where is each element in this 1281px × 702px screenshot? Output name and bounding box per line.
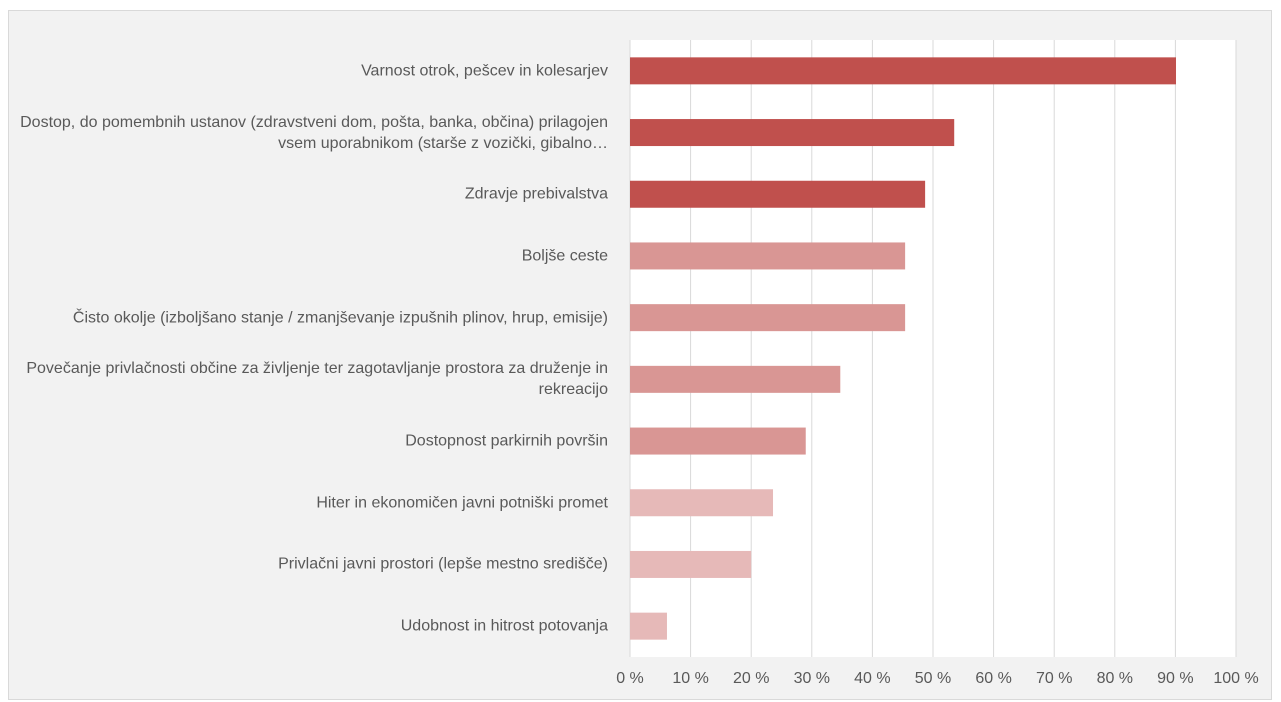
bar: [630, 612, 667, 640]
x-tick-label: 90 %: [1157, 670, 1193, 687]
y-tick-label: Privlačni javni prostori (lepše mestno s…: [278, 555, 608, 573]
bar: [630, 365, 841, 393]
x-tick-label: 80 %: [1097, 670, 1133, 687]
bar: [630, 550, 752, 578]
y-tick-label: Hiter in ekonomičen javni potniški prome…: [316, 494, 608, 512]
y-tick-label: Dostopnost parkirnih površin: [405, 432, 608, 450]
y-tick-label: Udobnost in hitrost potovanja: [400, 617, 608, 635]
bar: [630, 242, 906, 270]
x-tick-label: 40 %: [854, 670, 890, 687]
bar: [630, 489, 774, 517]
bar: [630, 427, 806, 455]
x-tick-label: 0 %: [616, 670, 644, 687]
x-tick-label: 70 %: [1036, 670, 1072, 687]
y-tick-label: Zdravje prebivalstva: [464, 185, 608, 203]
bar: [630, 57, 1177, 85]
y-tick-label: Boljše ceste: [521, 247, 608, 265]
x-tick-label: 50 %: [915, 670, 951, 687]
x-tick-label: 10 %: [672, 670, 708, 687]
bar: [630, 180, 926, 208]
x-tick-label: 100 %: [1213, 670, 1258, 687]
bar: [630, 304, 906, 332]
y-tick-label: Čisto okolje (izboljšano stanje / zmanjš…: [72, 309, 608, 327]
x-tick-label: 30 %: [794, 670, 830, 687]
y-tick-label: Povečanje privlačnosti občine za življen…: [26, 360, 608, 399]
x-tick-label: 20 %: [733, 670, 769, 687]
y-tick-label: Dostop, do pomembnih ustanov (zdravstven…: [20, 113, 608, 152]
x-tick-label: 60 %: [975, 670, 1011, 687]
y-tick-label: Varnost otrok, pešcev in kolesarjev: [361, 62, 608, 80]
bar: [630, 119, 955, 147]
